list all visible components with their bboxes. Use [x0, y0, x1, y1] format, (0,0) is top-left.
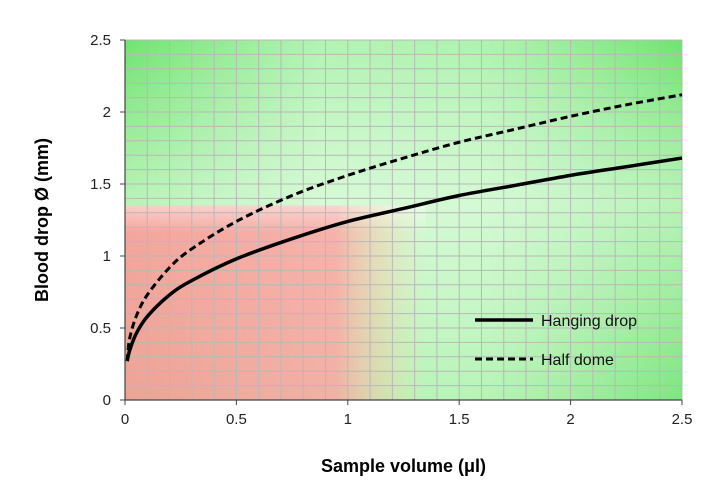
series-line-hanging-drop — [125, 156, 683, 362]
x-axis-title: Sample volume (μl) — [321, 456, 486, 476]
x-tick-label: 2 — [566, 411, 574, 428]
y-tick-label: 1 — [103, 248, 111, 265]
x-tick-label: 1 — [344, 411, 352, 428]
x-tick-label: 2.5 — [672, 411, 693, 428]
legend-label-half-dome: Half dome — [541, 352, 614, 369]
x-tick-label: 0 — [121, 411, 129, 428]
axes — [124, 40, 682, 401]
y-tick-label: 1.5 — [90, 176, 111, 193]
y-tick-label: 2 — [103, 104, 111, 121]
y-tick-label: 0 — [103, 392, 111, 409]
x-tick-label: 1.5 — [449, 411, 470, 428]
legend-label-hanging-drop: Hanging drop — [541, 313, 637, 330]
plot-background — [125, 40, 682, 400]
y-axis-title: Blood drop Ø (mm) — [32, 138, 52, 302]
legend: Hanging drop Half dome — [475, 313, 637, 369]
x-tick-labels: 0 0.5 1 1.5 2 2.5 — [121, 400, 693, 428]
series-line-half-dome — [125, 93, 683, 362]
y-tick-label: 0.5 — [90, 320, 111, 337]
y-tick-labels: 0 0.5 1 1.5 2 2.5 — [90, 32, 125, 409]
grid — [124, 39, 683, 401]
x-tick-label: 0.5 — [226, 411, 247, 428]
series-layer — [125, 93, 683, 362]
y-tick-label: 2.5 — [90, 32, 111, 49]
